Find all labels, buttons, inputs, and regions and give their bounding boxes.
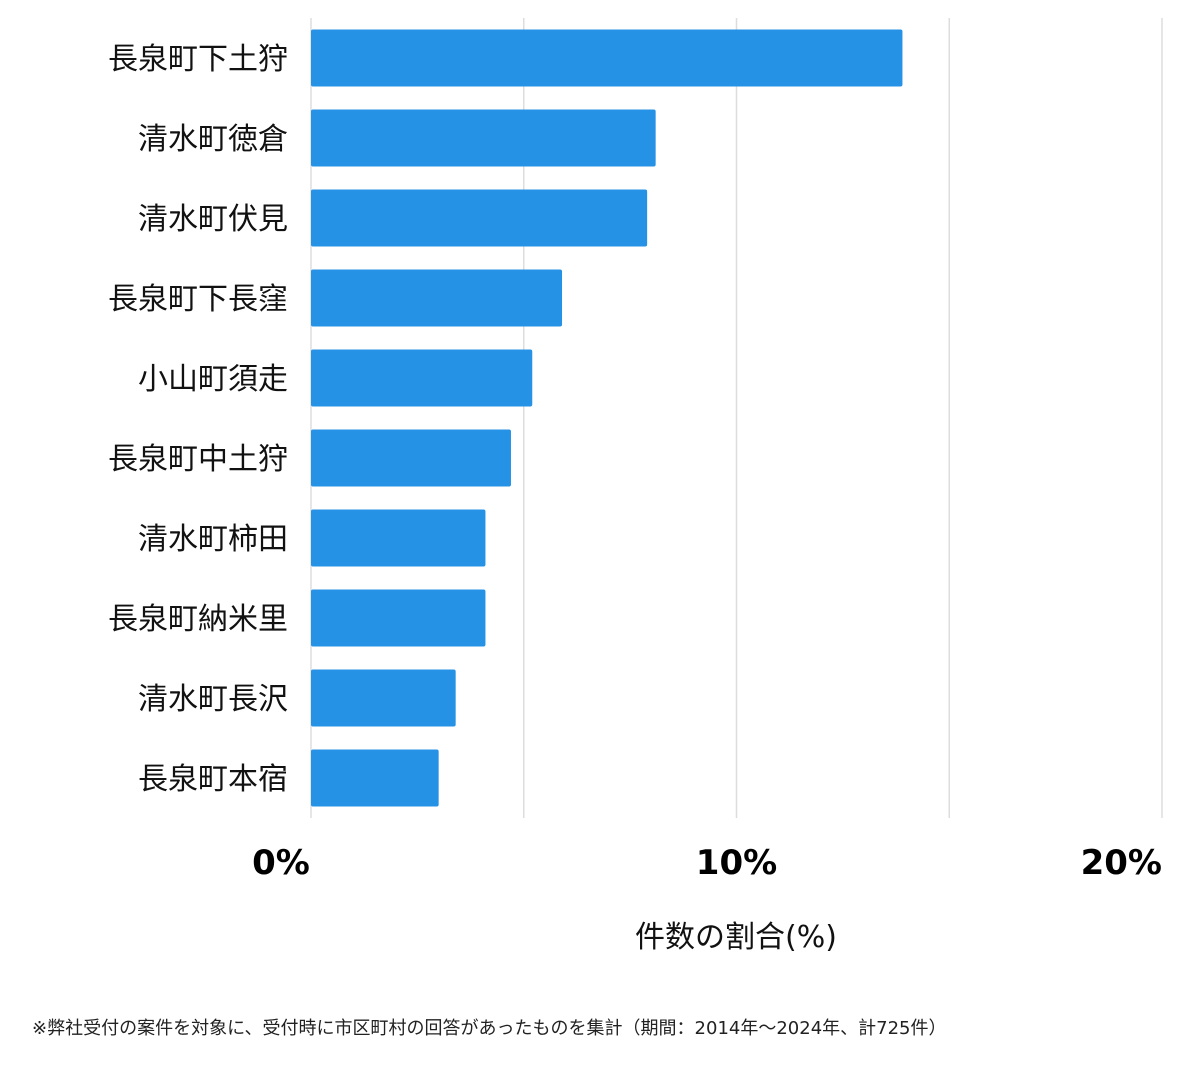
bar [311,669,456,727]
category-label: 小山町須走 [138,362,288,397]
category-label: 長泉町下土狩 [108,42,288,77]
x-axis-title: 件数の割合(%) [635,920,837,955]
category-label: 清水町柿田 [138,522,288,557]
bar [311,29,903,87]
footnote: ※弊社受付の案件を対象に、受付時に市区町村の回答があったものを集計（期間：201… [32,1018,947,1039]
category-label: 長泉町本宿 [138,762,288,797]
category-label: 清水町伏見 [138,202,288,237]
category-labels: 長泉町下土狩清水町徳倉清水町伏見長泉町下長窪小山町須走長泉町中土狩清水町柿田長泉… [108,42,288,797]
bar [311,509,486,567]
category-label: 長泉町納米里 [108,602,288,637]
bars [311,29,903,807]
bar [311,349,533,407]
tick-label: 20% [1081,843,1162,883]
category-label: 長泉町下長窪 [108,282,288,317]
bar [311,429,511,487]
bar-chart: 長泉町下土狩清水町徳倉清水町伏見長泉町下長窪小山町須走長泉町中土狩清水町柿田長泉… [108,18,1163,955]
bar [311,589,486,647]
tick-label: 10% [696,843,777,883]
bar [311,269,563,327]
category-label: 清水町徳倉 [138,122,288,157]
bar [311,749,439,807]
tick-label: 0% [252,843,310,883]
tick-labels: 0% 10% 20% [252,843,1162,883]
bar [311,109,656,167]
bar [311,189,648,247]
category-label: 長泉町中土狩 [108,442,288,477]
category-label: 清水町長沢 [138,682,288,717]
